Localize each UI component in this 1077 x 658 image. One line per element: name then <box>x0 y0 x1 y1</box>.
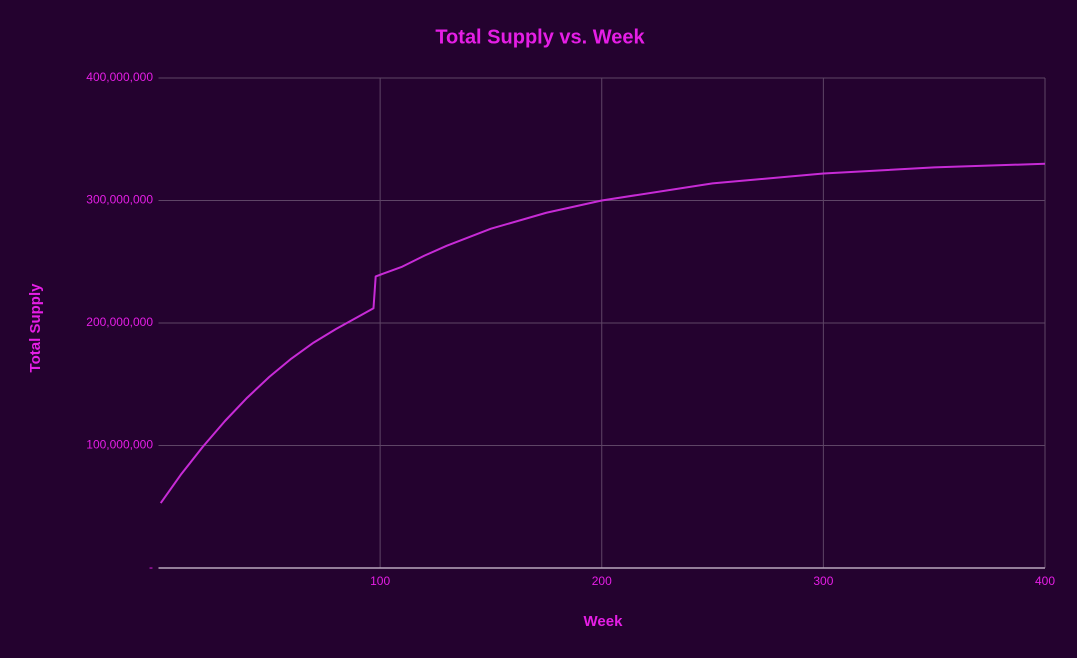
y-tick-label: - <box>149 560 153 574</box>
chart-title: Total Supply vs. Week <box>435 26 645 48</box>
x-tick-label: 100 <box>370 574 390 588</box>
x-axis-title: Week <box>584 613 624 630</box>
x-tick-label: 400 <box>1035 574 1055 588</box>
y-axis-title: Total Supply <box>27 283 44 373</box>
y-tick-label: 100,000,000 <box>86 438 153 452</box>
x-tick-label: 200 <box>592 574 612 588</box>
y-tick-label: 400,000,000 <box>86 70 153 84</box>
y-tick-label: 200,000,000 <box>86 315 153 329</box>
data-line <box>159 162 1046 504</box>
y-tick-label: 300,000,000 <box>86 193 153 207</box>
x-tick-label: 300 <box>813 574 833 588</box>
